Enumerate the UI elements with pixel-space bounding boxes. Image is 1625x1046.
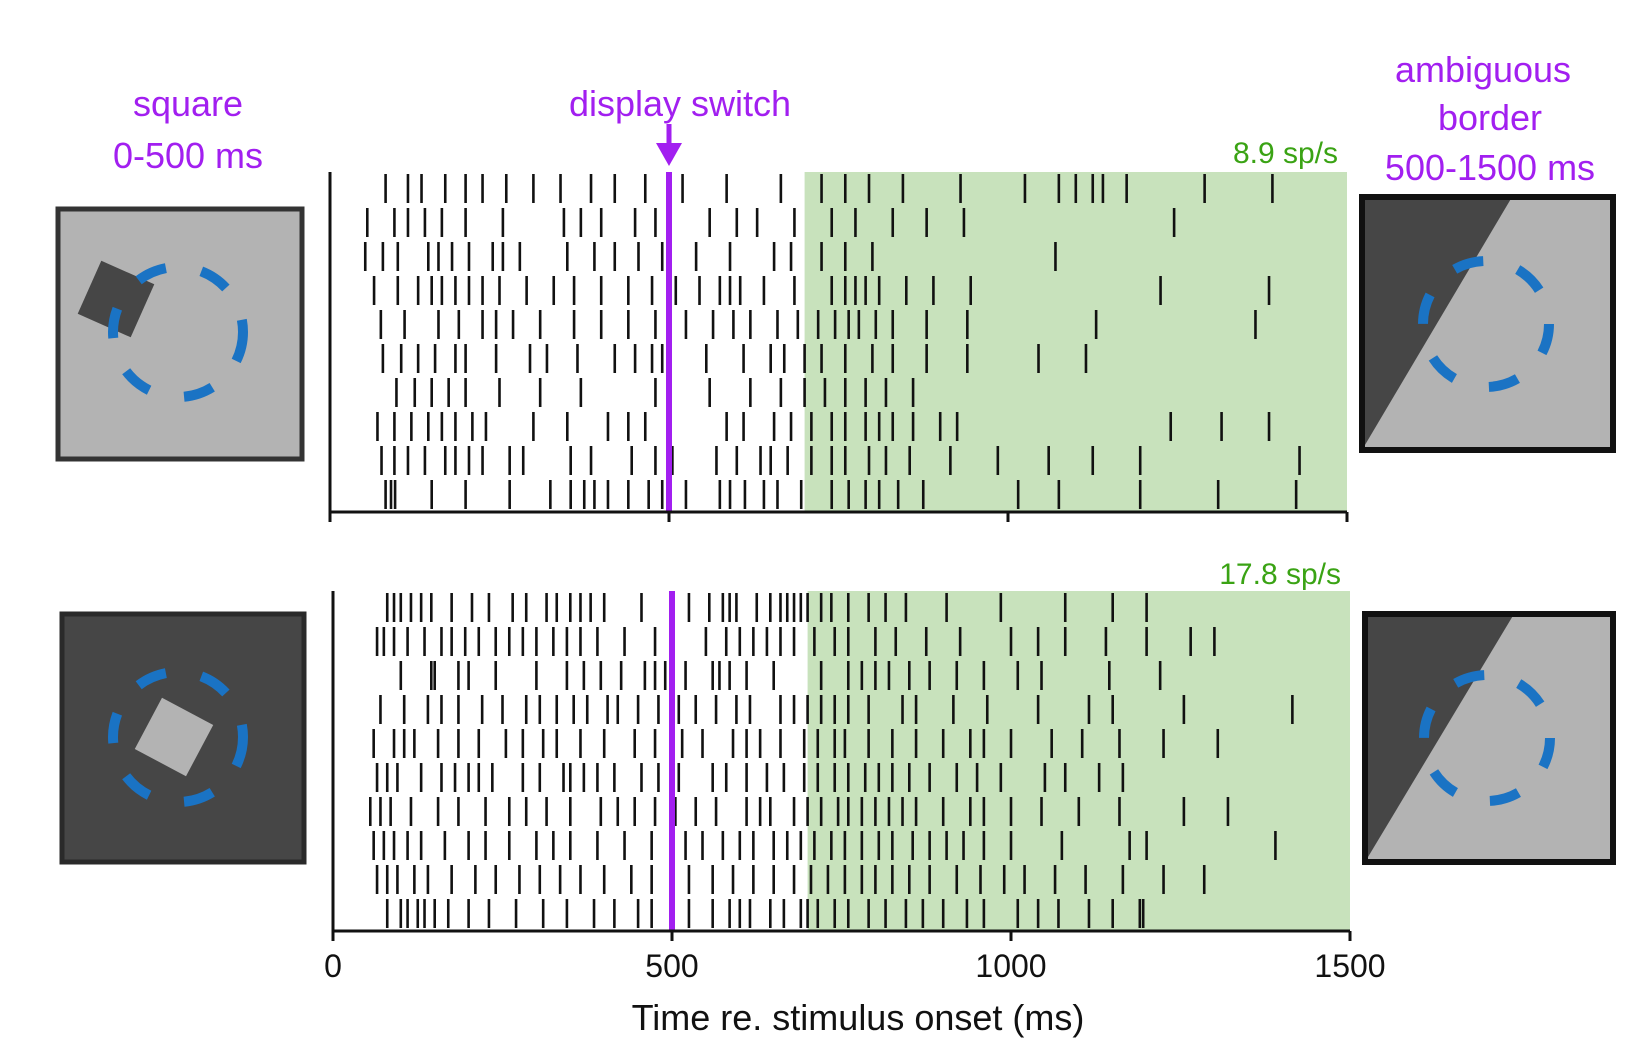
raster-panel-top: 8.9 sp/s bbox=[328, 137, 1349, 522]
x-tick-label: 500 bbox=[645, 948, 698, 984]
analysis-window-shade bbox=[804, 172, 1347, 512]
stimulus-frame bbox=[1362, 611, 1616, 865]
dark-square bbox=[77, 260, 155, 338]
square-on-dark-background-icon bbox=[59, 611, 307, 865]
x-tick-label: 1000 bbox=[975, 948, 1046, 984]
event-label: display switch bbox=[569, 83, 791, 124]
x-tick-label: 0 bbox=[324, 948, 342, 984]
right-label-line-3: 500-1500 ms bbox=[1385, 147, 1595, 188]
firing-rate-label: 8.9 sp/s bbox=[1233, 137, 1338, 170]
dashed-receptive-field-ring bbox=[108, 667, 248, 807]
dashed-receptive-field-ring bbox=[1419, 670, 1555, 806]
event-arrow-icon bbox=[656, 124, 682, 166]
dashed-receptive-field-ring bbox=[108, 262, 248, 402]
raster-panel-bottom: 0 500 1000 1500 17.8 sp/s bbox=[324, 558, 1385, 984]
analysis-window-shade bbox=[807, 591, 1350, 931]
raster-panels: 8.9 sp/s 0 500 1000 1500 17.8 sp/s bbox=[324, 137, 1385, 984]
x-tick-label: 1500 bbox=[1314, 948, 1385, 984]
left-label-line-1: square bbox=[133, 83, 243, 124]
light-square bbox=[134, 697, 214, 777]
firing-rate-label: 17.8 sp/s bbox=[1219, 558, 1341, 591]
right-label-line-1: ambiguous bbox=[1395, 49, 1571, 90]
ambiguous-border-icon bbox=[1362, 611, 1616, 865]
ambiguous-border-icon bbox=[1359, 194, 1616, 453]
square-on-light-background-icon bbox=[55, 206, 305, 462]
x-axis-title: Time re. stimulus onset (ms) bbox=[632, 997, 1085, 1038]
left-label-line-2: 0-500 ms bbox=[113, 135, 263, 176]
right-label-line-2: border bbox=[1438, 97, 1542, 138]
stimulus-frame bbox=[55, 206, 305, 462]
dashed-receptive-field-ring bbox=[1418, 256, 1554, 392]
stimulus-frame bbox=[1359, 194, 1616, 453]
